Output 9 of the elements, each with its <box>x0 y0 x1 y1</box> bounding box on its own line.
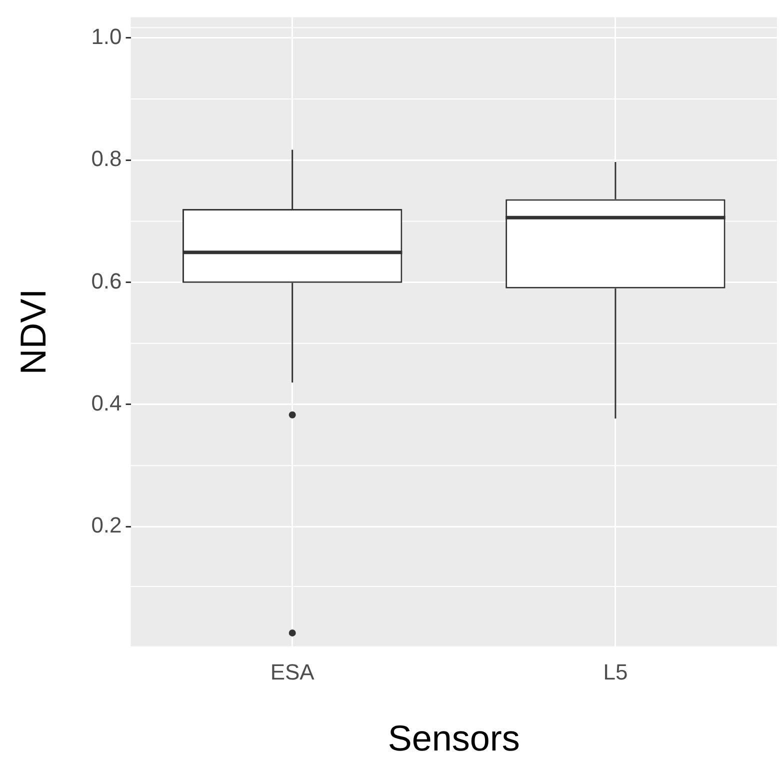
y-tick-label: 0.2 <box>91 512 122 538</box>
y-axis-title: NDVI <box>12 288 54 375</box>
x-tick-label: ESA <box>270 660 315 685</box>
y-tick-label: 0.6 <box>91 268 122 294</box>
y-tick-label: 0.4 <box>91 390 122 416</box>
x-tick-label: L5 <box>603 660 628 685</box>
x-axis-title: Sensors <box>388 717 520 758</box>
y-tick-label: 1.0 <box>91 24 122 50</box>
y-tick-label: 0.8 <box>91 146 122 172</box>
